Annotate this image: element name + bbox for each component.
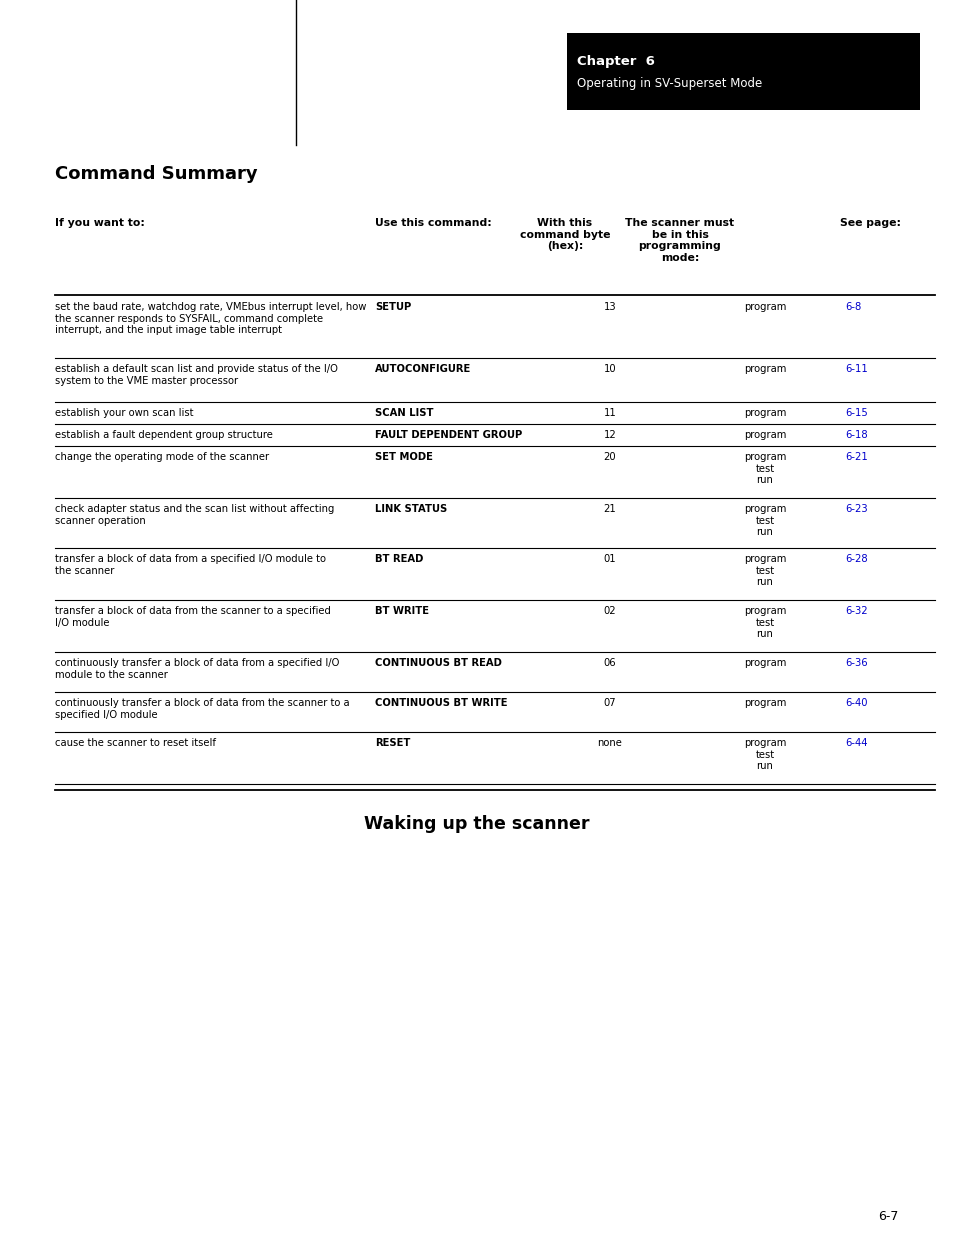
- Text: program: program: [743, 658, 785, 668]
- Text: 6-15: 6-15: [844, 408, 867, 417]
- Text: SET MODE: SET MODE: [375, 452, 433, 462]
- Text: Chapter  6: Chapter 6: [577, 56, 654, 68]
- Text: 07: 07: [603, 698, 616, 708]
- Text: CONTINUOUS BT WRITE: CONTINUOUS BT WRITE: [375, 698, 507, 708]
- Text: With this
command byte
(hex):: With this command byte (hex):: [519, 219, 610, 251]
- Text: continuously transfer a block of data from a specified I/O
module to the scanner: continuously transfer a block of data fr…: [55, 658, 339, 679]
- Text: The scanner must
be in this
programming
mode:: The scanner must be in this programming …: [625, 219, 734, 263]
- Text: program
test
run: program test run: [743, 555, 785, 587]
- Text: transfer a block of data from the scanner to a specified
I/O module: transfer a block of data from the scanne…: [55, 606, 331, 627]
- Text: Use this command:: Use this command:: [375, 219, 491, 228]
- Text: 6-40: 6-40: [844, 698, 866, 708]
- Text: 6-7: 6-7: [877, 1210, 898, 1223]
- Text: BT WRITE: BT WRITE: [375, 606, 429, 616]
- Text: change the operating mode of the scanner: change the operating mode of the scanner: [55, 452, 269, 462]
- Text: 6-21: 6-21: [844, 452, 867, 462]
- Text: transfer a block of data from a specified I/O module to
the scanner: transfer a block of data from a specifie…: [55, 555, 326, 576]
- Text: 06: 06: [603, 658, 616, 668]
- Text: cause the scanner to reset itself: cause the scanner to reset itself: [55, 739, 215, 748]
- Text: 13: 13: [603, 303, 616, 312]
- Text: 02: 02: [603, 606, 616, 616]
- Bar: [566, 33, 919, 110]
- Text: Waking up the scanner: Waking up the scanner: [364, 815, 589, 832]
- Text: 6-32: 6-32: [844, 606, 866, 616]
- Text: FAULT DEPENDENT GROUP: FAULT DEPENDENT GROUP: [375, 430, 521, 440]
- Text: 6-36: 6-36: [844, 658, 866, 668]
- Text: establish your own scan list: establish your own scan list: [55, 408, 193, 417]
- Text: Operating in SV-Superset Mode: Operating in SV-Superset Mode: [577, 77, 761, 90]
- Text: program: program: [743, 698, 785, 708]
- Text: 21: 21: [603, 504, 616, 514]
- Text: program
test
run: program test run: [743, 504, 785, 537]
- Text: establish a default scan list and provide status of the I/O
system to the VME ma: establish a default scan list and provid…: [55, 364, 337, 385]
- Text: 6-23: 6-23: [844, 504, 866, 514]
- Text: program: program: [743, 364, 785, 374]
- Text: continuously transfer a block of data from the scanner to a
specified I/O module: continuously transfer a block of data fr…: [55, 698, 349, 720]
- Text: program
test
run: program test run: [743, 739, 785, 771]
- Text: program: program: [743, 408, 785, 417]
- Text: program: program: [743, 303, 785, 312]
- Text: establish a fault dependent group structure: establish a fault dependent group struct…: [55, 430, 273, 440]
- Text: 6-28: 6-28: [844, 555, 866, 564]
- Text: check adapter status and the scan list without affecting
scanner operation: check adapter status and the scan list w…: [55, 504, 334, 526]
- Text: set the baud rate, watchdog rate, VMEbus interrupt level, how
the scanner respon: set the baud rate, watchdog rate, VMEbus…: [55, 303, 366, 335]
- Text: 6-11: 6-11: [844, 364, 867, 374]
- Text: SCAN LIST: SCAN LIST: [375, 408, 433, 417]
- Text: AUTOCONFIGURE: AUTOCONFIGURE: [375, 364, 471, 374]
- Text: 20: 20: [603, 452, 616, 462]
- Text: 6-18: 6-18: [844, 430, 866, 440]
- Text: program: program: [743, 430, 785, 440]
- Text: 11: 11: [603, 408, 616, 417]
- Text: none: none: [597, 739, 621, 748]
- Text: LINK STATUS: LINK STATUS: [375, 504, 447, 514]
- Text: 10: 10: [603, 364, 616, 374]
- Text: If you want to:: If you want to:: [55, 219, 145, 228]
- Text: program
test
run: program test run: [743, 606, 785, 640]
- Text: See page:: See page:: [840, 219, 900, 228]
- Text: BT READ: BT READ: [375, 555, 423, 564]
- Text: Command Summary: Command Summary: [55, 165, 257, 183]
- Text: 01: 01: [603, 555, 616, 564]
- Text: RESET: RESET: [375, 739, 410, 748]
- Text: SETUP: SETUP: [375, 303, 411, 312]
- Text: 6-44: 6-44: [844, 739, 866, 748]
- Text: 12: 12: [603, 430, 616, 440]
- Text: 6-8: 6-8: [844, 303, 861, 312]
- Text: program
test
run: program test run: [743, 452, 785, 485]
- Text: CONTINUOUS BT READ: CONTINUOUS BT READ: [375, 658, 501, 668]
